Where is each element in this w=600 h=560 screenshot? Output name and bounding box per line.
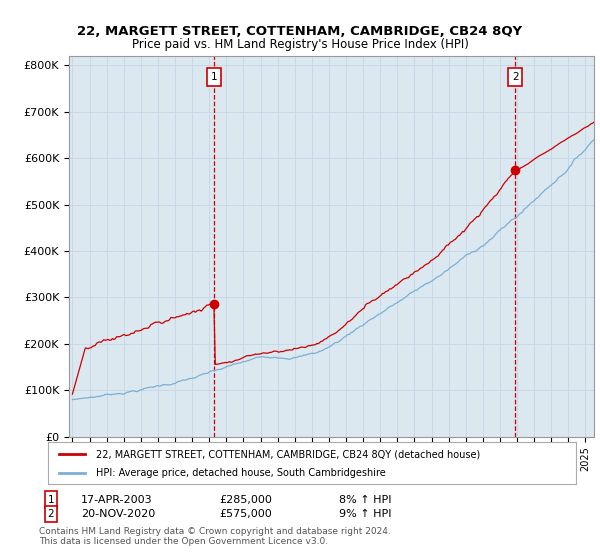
Text: HPI: Average price, detached house, South Cambridgeshire: HPI: Average price, detached house, Sout… xyxy=(95,468,385,478)
Text: 17-APR-2003: 17-APR-2003 xyxy=(81,494,152,505)
Text: 2: 2 xyxy=(512,72,518,82)
Text: 22, MARGETT STREET, COTTENHAM, CAMBRIDGE, CB24 8QY: 22, MARGETT STREET, COTTENHAM, CAMBRIDGE… xyxy=(77,25,523,38)
Text: Price paid vs. HM Land Registry's House Price Index (HPI): Price paid vs. HM Land Registry's House … xyxy=(131,38,469,51)
Text: £285,000: £285,000 xyxy=(219,494,272,505)
Text: 1: 1 xyxy=(47,494,55,505)
Text: 8% ↑ HPI: 8% ↑ HPI xyxy=(339,494,391,505)
Text: 9% ↑ HPI: 9% ↑ HPI xyxy=(339,509,391,519)
Text: 2: 2 xyxy=(47,509,55,519)
Text: Contains HM Land Registry data © Crown copyright and database right 2024.
This d: Contains HM Land Registry data © Crown c… xyxy=(39,527,391,546)
Text: 22, MARGETT STREET, COTTENHAM, CAMBRIDGE, CB24 8QY (detached house): 22, MARGETT STREET, COTTENHAM, CAMBRIDGE… xyxy=(95,449,480,459)
Text: £575,000: £575,000 xyxy=(219,509,272,519)
Text: 20-NOV-2020: 20-NOV-2020 xyxy=(81,509,155,519)
Text: 1: 1 xyxy=(211,72,218,82)
